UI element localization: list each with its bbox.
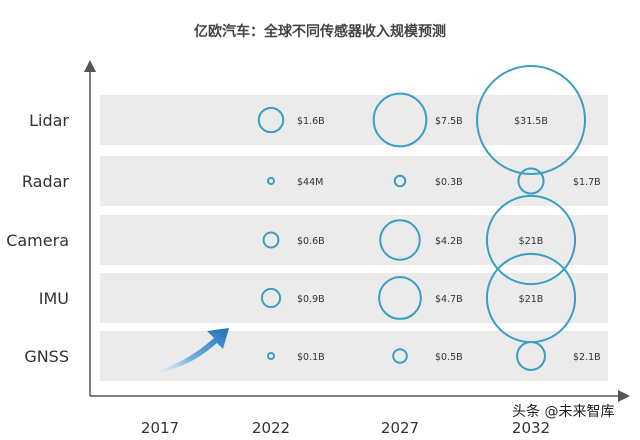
- year-label-2027: 2027: [381, 419, 419, 436]
- value-label-imu-2022: $0.9B: [297, 294, 325, 305]
- category-label-imu: IMU: [39, 289, 69, 308]
- value-label-radar-2032: $1.7B: [573, 177, 601, 188]
- value-label-camera-2027: $4.2B: [435, 236, 463, 247]
- category-label-radar: Radar: [22, 172, 70, 191]
- year-label-2022: 2022: [252, 419, 290, 436]
- value-label-lidar-2027: $7.5B: [435, 116, 463, 127]
- category-label-gnss: GNSS: [24, 347, 69, 366]
- value-label-radar-2022: $44M: [297, 177, 323, 188]
- bubble-lidar-2027: [372, 92, 428, 148]
- watermark-text: 头条 @未来智库: [512, 403, 614, 420]
- chart-title: 亿欧汽车：全球不同传感器收入规模预测: [194, 23, 446, 40]
- band-radar: [100, 156, 608, 206]
- value-label-imu-2032: $21B: [519, 294, 544, 305]
- band-lidar: [100, 95, 608, 145]
- bubble-imu-2022: [260, 287, 282, 309]
- year-label-2017: 2017: [141, 419, 179, 436]
- bubbles: $1.6B $7.5B $31.5B $44M $0.3B $1.7B $0.6B $4.2B…: [257, 65, 601, 371]
- bubble-camera-2022: [262, 231, 280, 249]
- bubble-gnss-2032: [516, 341, 546, 371]
- bubble-camera-2032: [485, 194, 577, 286]
- band-gnss: [100, 331, 608, 381]
- value-label-imu-2027: $4.7B: [435, 294, 463, 305]
- value-label-radar-2027: $0.3B: [435, 177, 463, 188]
- category-labels: Lidar Radar Camera IMU GNSS: [6, 111, 69, 366]
- band-imu: [100, 273, 608, 323]
- bubble-camera-2027: [379, 219, 421, 261]
- bubble-radar-2027: [393, 174, 407, 188]
- value-label-gnss-2032: $2.1B: [573, 352, 601, 363]
- row-bands: [100, 95, 608, 381]
- category-label-camera: Camera: [6, 231, 69, 250]
- year-label-2032: 2032: [512, 419, 550, 436]
- bubble-gnss-2022: [266, 351, 276, 361]
- bubble-imu-2027: [378, 276, 422, 320]
- value-label-lidar-2022: $1.6B: [297, 116, 325, 127]
- value-label-gnss-2022: $0.1B: [297, 352, 325, 363]
- value-label-gnss-2027: $0.5B: [435, 352, 463, 363]
- bubble-lidar-2032: [476, 65, 586, 175]
- value-label-lidar-2032: $31.5B: [514, 116, 548, 127]
- band-camera: [100, 215, 608, 265]
- year-labels: 2017 2022 2027 2032: [141, 419, 550, 437]
- bubble-lidar-2022: [257, 106, 285, 134]
- bubble-radar-2032: [517, 167, 545, 195]
- value-label-camera-2022: $0.6B: [297, 236, 325, 247]
- growth-arrow: [143, 328, 229, 375]
- category-label-lidar: Lidar: [29, 111, 69, 130]
- value-label-camera-2032: $21B: [519, 236, 544, 247]
- bubble-gnss-2027: [392, 348, 408, 364]
- bubble-radar-2022: [267, 177, 275, 185]
